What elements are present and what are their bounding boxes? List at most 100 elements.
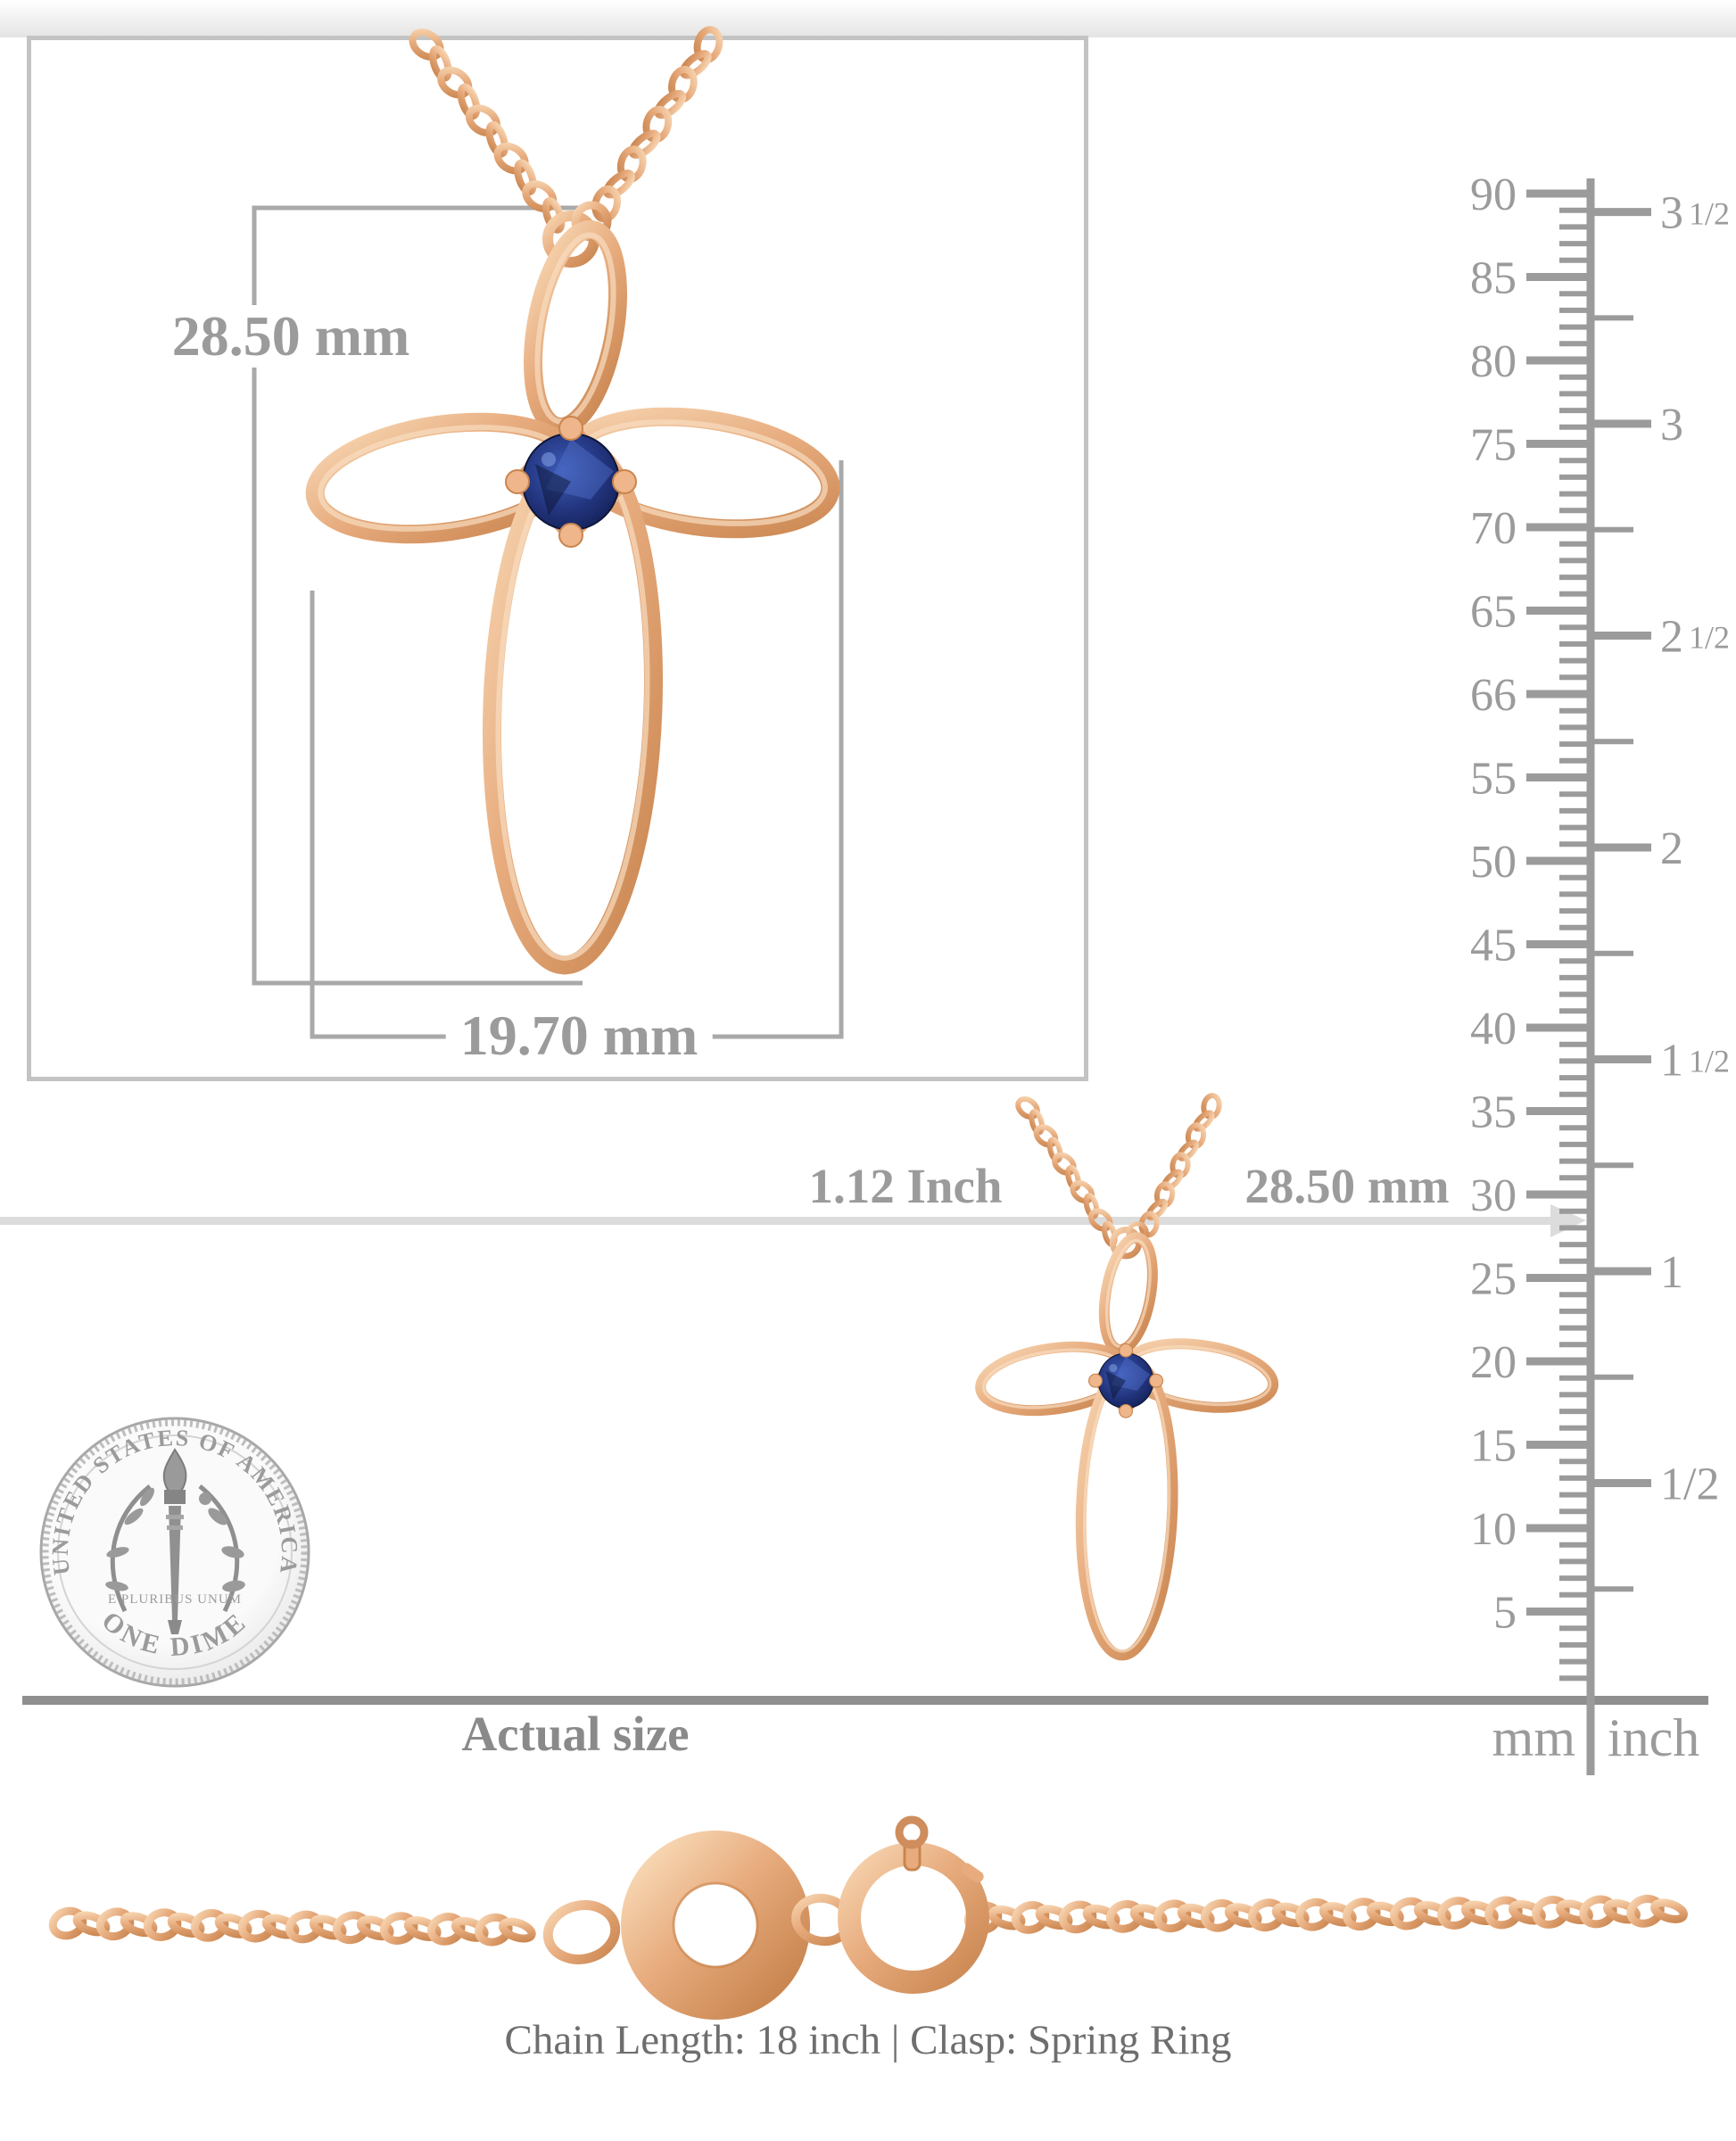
chain-link bbox=[457, 83, 481, 120]
chain-link bbox=[679, 50, 712, 79]
chain-info-caption: Chain Length: 18 inch | Clasp: Spring Ri… bbox=[504, 2017, 1232, 2063]
chain-link bbox=[1271, 1902, 1310, 1928]
olive-branch-icon bbox=[105, 1484, 155, 1613]
olive-leaf-1 bbox=[124, 1508, 144, 1525]
oak-leaf-1 bbox=[208, 1508, 227, 1525]
chain-link bbox=[465, 104, 500, 136]
svg-text:65: 65 bbox=[1470, 587, 1517, 638]
height-bracket bbox=[252, 205, 583, 986]
chain-link bbox=[451, 1916, 489, 1942]
coin-inner-rim bbox=[57, 1434, 293, 1670]
chain-link bbox=[654, 89, 687, 120]
oak-acorn bbox=[199, 1492, 211, 1505]
actual-size-label: Actual size bbox=[461, 1707, 690, 1761]
torch-handle bbox=[169, 1506, 181, 1620]
chain-link bbox=[1603, 1898, 1641, 1924]
pendant-height-label: 28.50 mm bbox=[157, 304, 425, 368]
chain-link bbox=[1319, 1902, 1357, 1927]
chain-link bbox=[1065, 1164, 1081, 1192]
ruler-inch-ticks: 1/2 1 1 1/2 2 2 1/2 3 3 1/2 bbox=[1591, 188, 1730, 1592]
oak-stem bbox=[198, 1484, 240, 1613]
chain-link bbox=[499, 1917, 536, 1943]
oak-leaf-3 bbox=[222, 1580, 245, 1592]
chain-link bbox=[514, 159, 537, 196]
chain-link bbox=[1035, 1905, 1073, 1930]
chain-link bbox=[485, 121, 508, 158]
svg-text:66: 66 bbox=[1470, 670, 1517, 721]
chain-link bbox=[493, 142, 529, 175]
chain-link bbox=[1650, 1898, 1688, 1923]
svg-text:30: 30 bbox=[1470, 1170, 1517, 1221]
svg-text:85: 85 bbox=[1470, 253, 1517, 304]
oak-branch-icon bbox=[198, 1484, 245, 1613]
actual-height-inch-label: 1.12 Inch bbox=[808, 1159, 1003, 1213]
svg-text:90: 90 bbox=[1470, 169, 1517, 220]
svg-text:3: 3 bbox=[1660, 400, 1683, 451]
chain-link bbox=[591, 185, 622, 223]
chain-link bbox=[261, 1914, 300, 1939]
svg-text:50: 50 bbox=[1470, 837, 1517, 888]
torch-band-2 bbox=[167, 1525, 183, 1530]
top-background-strip bbox=[0, 0, 1736, 37]
chain-link bbox=[72, 1911, 111, 1937]
coin-reeded-edge bbox=[42, 1419, 308, 1685]
olive-leaf-4 bbox=[139, 1487, 155, 1507]
svg-text:25: 25 bbox=[1470, 1254, 1517, 1305]
chain-link bbox=[1509, 1899, 1546, 1925]
chain-link bbox=[356, 1915, 394, 1941]
svg-text:20: 20 bbox=[1470, 1337, 1517, 1388]
ruler-mm-ticks: 5 10 15 20 25 30 35 40 45 50 55 66 65 70 75 80 85 90 bbox=[1470, 169, 1591, 1682]
svg-text:55: 55 bbox=[1470, 754, 1517, 805]
svg-text:1: 1 bbox=[1660, 1247, 1683, 1298]
torch-icon bbox=[162, 1448, 187, 1634]
chain-link bbox=[437, 66, 473, 99]
chain-link bbox=[1556, 1899, 1593, 1924]
chain-link bbox=[988, 1905, 1026, 1930]
spring-ring-clasp bbox=[838, 1842, 989, 1994]
chain-link bbox=[1161, 1169, 1184, 1191]
torch-head bbox=[164, 1490, 186, 1504]
svg-text:5: 5 bbox=[1493, 1588, 1517, 1639]
chain-link bbox=[1083, 1193, 1100, 1219]
quality-tag bbox=[621, 1831, 810, 2020]
chain-link bbox=[1145, 1198, 1169, 1221]
svg-text:70: 70 bbox=[1470, 503, 1517, 554]
chain-link bbox=[1366, 1901, 1404, 1927]
actual-height-mm-label: 28.50 mm bbox=[1244, 1159, 1450, 1213]
olive-leaf-2 bbox=[106, 1547, 129, 1558]
chain-link bbox=[214, 1913, 252, 1938]
chain-link bbox=[403, 1916, 442, 1941]
connector-ring bbox=[542, 1900, 621, 1964]
svg-text:35: 35 bbox=[1470, 1087, 1517, 1138]
chain-link bbox=[1029, 1109, 1046, 1136]
chain-link bbox=[120, 1912, 158, 1938]
torch-band-1 bbox=[166, 1515, 184, 1519]
chain-link bbox=[1046, 1137, 1063, 1163]
ruler-unit-inch: inch bbox=[1608, 1708, 1699, 1767]
chain-link bbox=[1460, 1900, 1499, 1926]
width-bracket bbox=[310, 460, 844, 1039]
olive-stem bbox=[110, 1484, 152, 1613]
dime-coin: UNITED STATES OF AMERICA ONE DIME E PLUR… bbox=[39, 1417, 310, 1688]
svg-text:15: 15 bbox=[1470, 1421, 1517, 1472]
svg-text:80: 80 bbox=[1470, 336, 1517, 387]
chain-link bbox=[1177, 1903, 1215, 1929]
chain-link bbox=[1129, 1904, 1168, 1929]
svg-text:2: 2 bbox=[1660, 823, 1683, 874]
actual-size-pendant bbox=[977, 1224, 1277, 1657]
pendant-width-label: 19.70 mm bbox=[445, 1004, 713, 1068]
torch-base bbox=[168, 1620, 182, 1634]
chain-link bbox=[429, 45, 452, 82]
dime-middle-text: E PLURIBUS UNUM bbox=[108, 1592, 242, 1607]
chain-link bbox=[628, 129, 661, 159]
svg-text:21/2: 2 1/2 bbox=[1660, 612, 1730, 663]
svg-text:11/2: 1 1/2 bbox=[1660, 1036, 1730, 1087]
chain-link bbox=[1224, 1903, 1262, 1928]
necklace-chains bbox=[48, 26, 1688, 1947]
svg-text:10: 10 bbox=[1470, 1504, 1517, 1555]
svg-text:45: 45 bbox=[1470, 921, 1517, 971]
clasp-closeup bbox=[542, 1815, 989, 2020]
svg-text:75: 75 bbox=[1470, 420, 1517, 471]
